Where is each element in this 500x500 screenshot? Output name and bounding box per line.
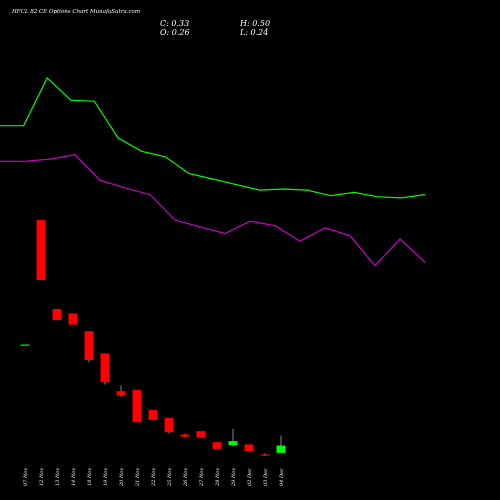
candle-down: [260, 454, 270, 456]
candle-down: [212, 442, 222, 449]
x-tick-label: 28 Nov: [215, 468, 221, 487]
candle-down: [244, 444, 254, 452]
x-tick-label: 20 Nov: [119, 468, 125, 487]
low-value: L: 0.24: [240, 28, 269, 37]
x-tick-label: 29 Nov: [231, 468, 237, 487]
ma-short-line: [0, 77, 426, 199]
open-value: O: 0.26: [160, 28, 190, 37]
x-tick-label: 26 Nov: [183, 468, 189, 487]
x-tick-label: 07 Nov: [23, 468, 29, 486]
x-tick-label: 03 Dec: [263, 468, 269, 486]
x-tick-label: 25 Nov: [167, 468, 173, 487]
candle-down: [180, 434, 190, 437]
x-tick-label: 14 Nov: [71, 468, 77, 486]
high-value: H: 0.50: [240, 19, 271, 28]
x-tick-label: 18 Nov: [87, 468, 93, 486]
x-tick-label: 02 Dec: [247, 468, 253, 486]
x-tick-label: 22 Nov: [151, 468, 157, 487]
candle-up: [228, 441, 238, 446]
x-tick-label: 04 Dec: [279, 468, 285, 486]
candle-up: [276, 445, 286, 453]
x-tick-label: 13 Nov: [55, 468, 61, 486]
candle-down: [68, 313, 78, 325]
candle-down: [164, 417, 174, 433]
candle-down: [52, 308, 62, 321]
candle-down: [100, 353, 110, 383]
x-tick-label: 21 Nov: [135, 468, 141, 487]
x-tick-label: 19 Nov: [103, 468, 109, 486]
ma-long-line: [0, 153, 426, 267]
x-tick-label: 27 Nov: [199, 468, 205, 487]
chart-title: HFCL 82 CE Options Chart MunafaSutra.com: [12, 9, 141, 15]
candle-down: [116, 391, 126, 396]
x-tick-label: 12 Nov: [39, 468, 45, 486]
candle-down: [196, 431, 206, 438]
candle-down: [84, 331, 94, 361]
candle-down: [132, 390, 142, 423]
close-value: C: 0.33: [160, 19, 190, 28]
candle-up: [20, 344, 30, 346]
candle-down: [148, 410, 158, 421]
candle-down: [36, 220, 46, 281]
